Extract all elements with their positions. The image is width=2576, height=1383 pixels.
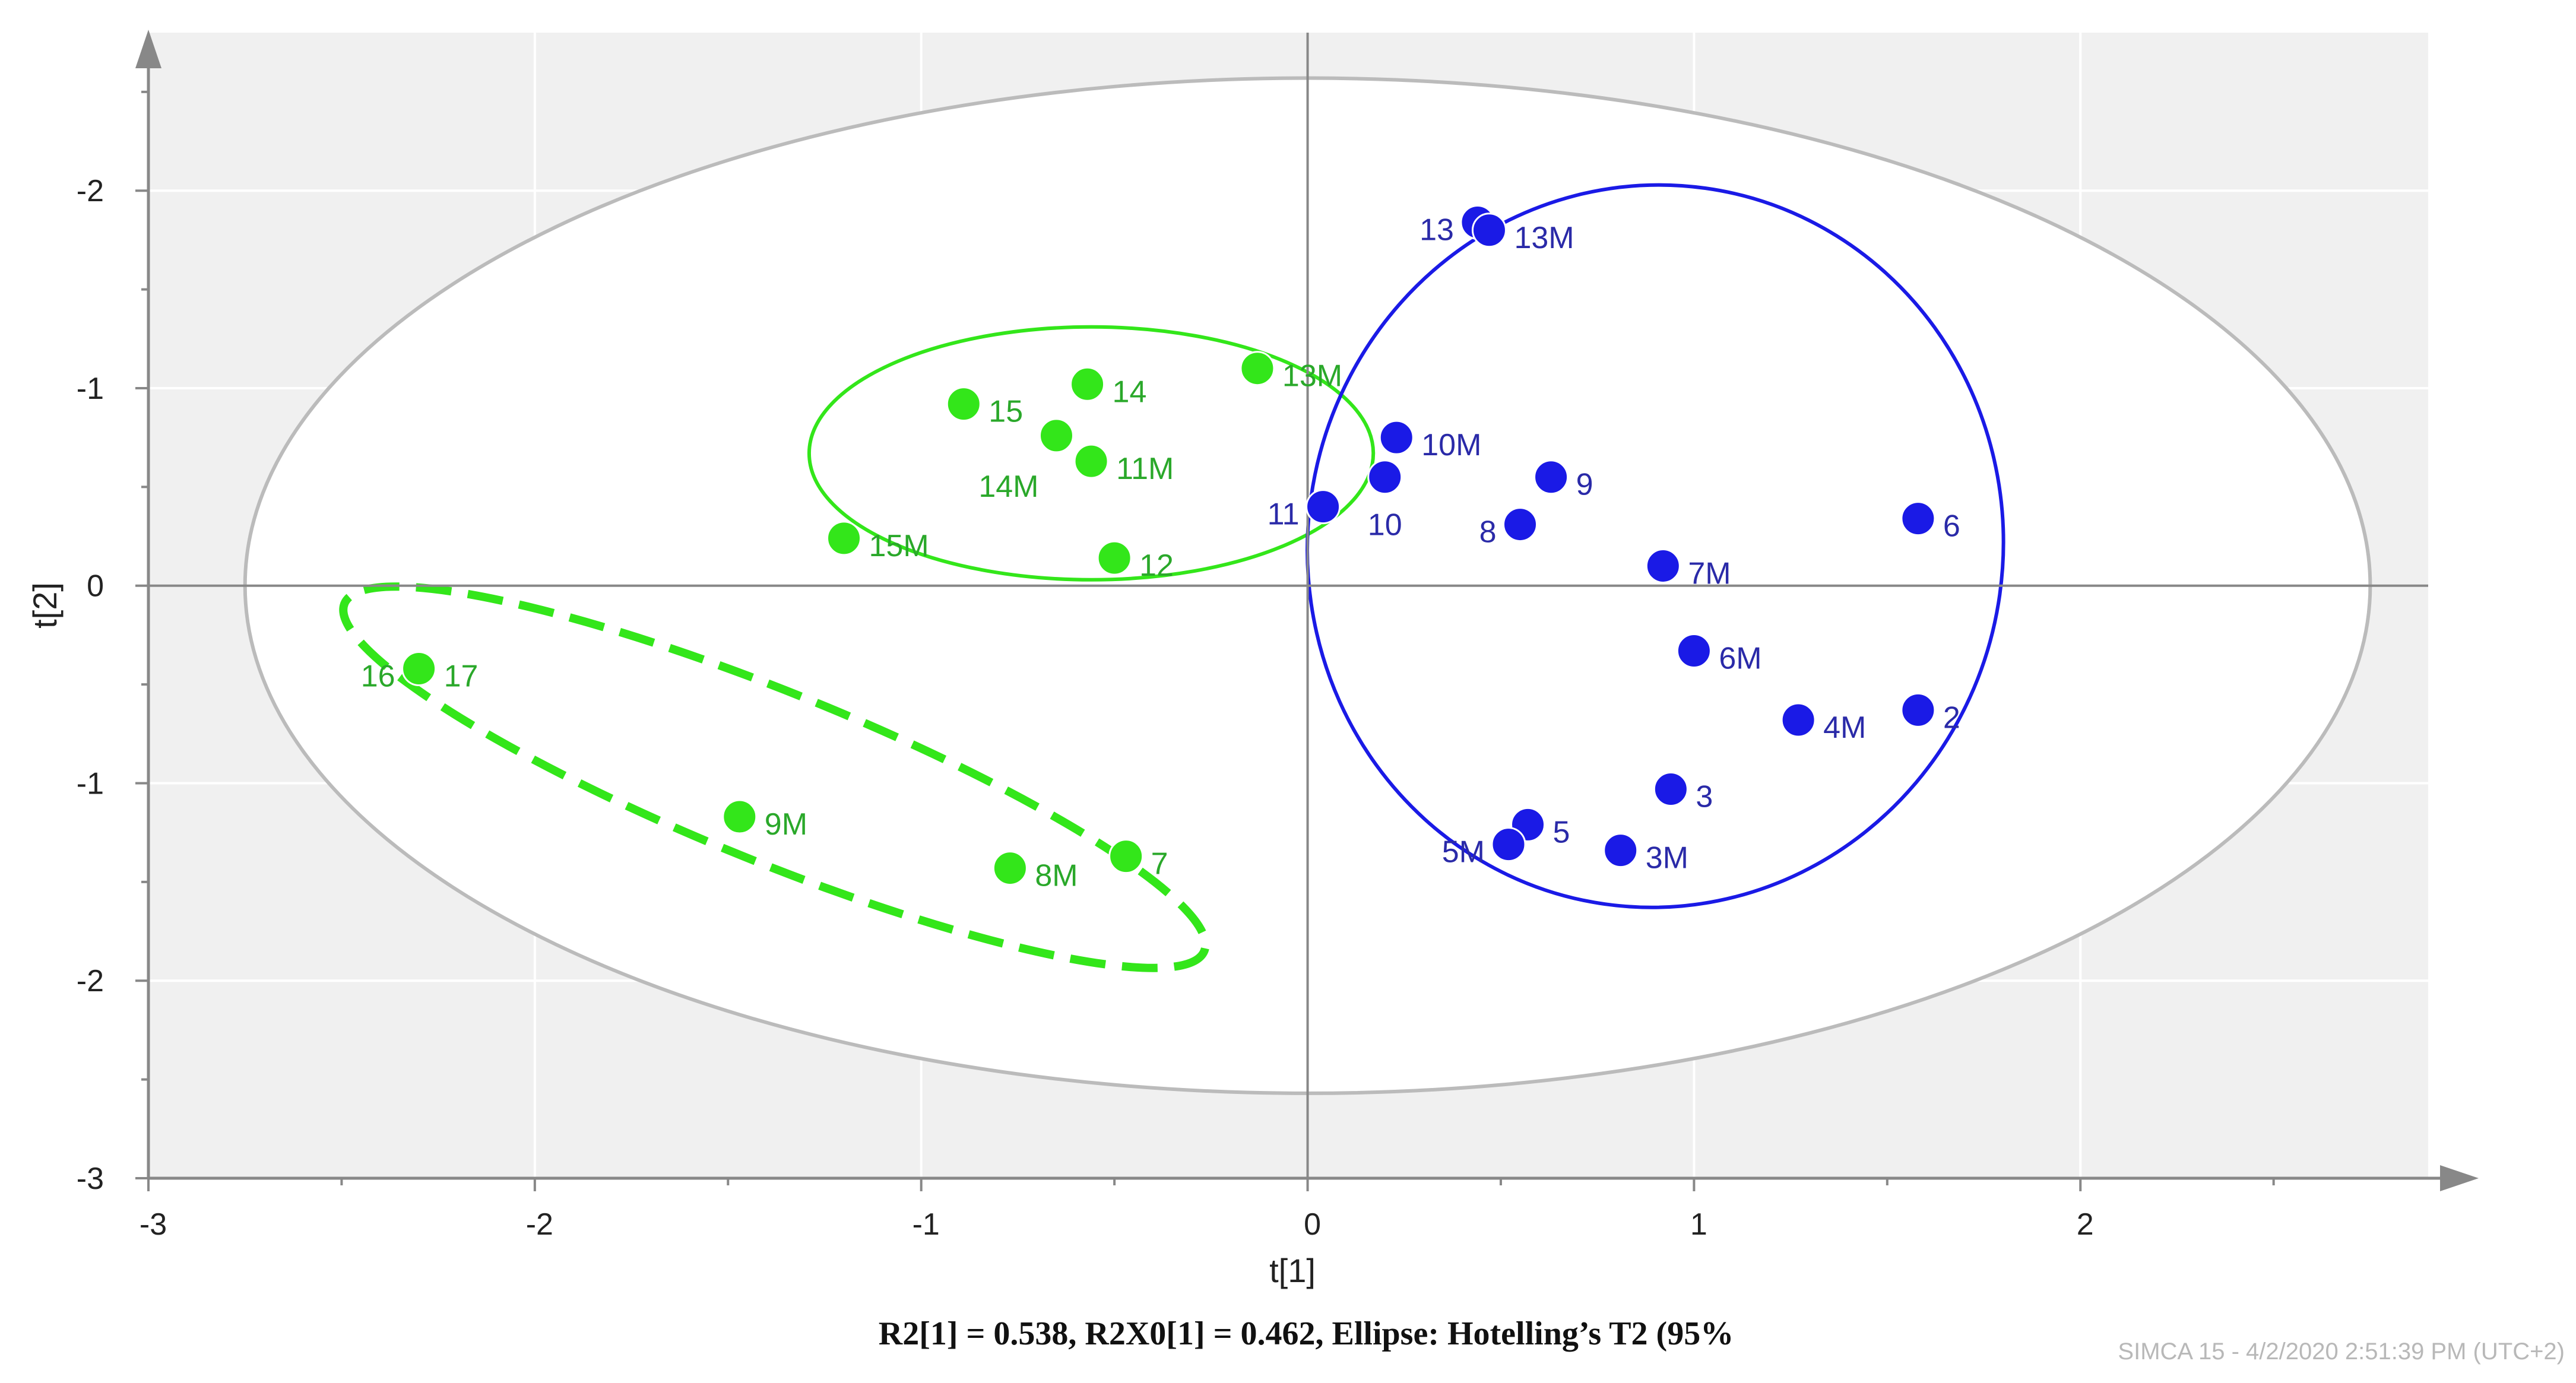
- point-label-blue-3: 3: [1696, 779, 1713, 814]
- point-label-blue-13m: 13M: [1514, 221, 1574, 255]
- point-green-14m: [1038, 418, 1074, 453]
- point-green-8m: [992, 851, 1028, 886]
- x-tick-label: 0: [1304, 1207, 1321, 1242]
- point-label-blue-9: 9: [1576, 468, 1593, 502]
- point-green-11m: [1073, 443, 1109, 479]
- point-label-green-15m: 15M: [869, 529, 929, 563]
- y-tick-label: -2: [77, 964, 104, 998]
- point-blue-3m: [1603, 833, 1639, 868]
- point-label-blue-2: 2: [1943, 700, 1960, 735]
- x-tick-label: -1: [912, 1207, 940, 1242]
- point-label-blue-7m: 7M: [1688, 556, 1731, 591]
- point-blue-3: [1653, 771, 1688, 807]
- point-label-green-12: 12: [1139, 548, 1174, 583]
- watermark: SIMCA 15 - 4/2/2020 2:51:39 PM (UTC+2): [2118, 1338, 2565, 1365]
- point-green-16: [401, 651, 437, 686]
- point-label-green-9m: 9M: [765, 807, 807, 842]
- point-blue-2: [1900, 692, 1936, 728]
- point-blue-10: [1367, 459, 1403, 495]
- point-blue-6: [1900, 501, 1936, 537]
- point-blue-4m: [1780, 702, 1816, 738]
- point-green-7: [1108, 839, 1144, 874]
- y-tick-label: -1: [77, 372, 104, 406]
- ellipse-green-lower: [339, 582, 1210, 972]
- point-label-blue-6m: 6M: [1719, 642, 1761, 676]
- ellipse-green-upper: [807, 325, 1376, 582]
- point-labels: 13M 14 15 14M 11M 15M 12 16 17 9M 8M 7 13 13M 10M 10 9 11…: [361, 212, 1960, 893]
- y-axis-title: t[2]: [26, 582, 64, 629]
- y-tick-label: -2: [77, 174, 104, 208]
- y-axis-arrow: [135, 30, 161, 68]
- point-label-green-15: 15: [988, 395, 1023, 429]
- point-blue-13m: [1471, 212, 1507, 248]
- x-tick-label: -2: [526, 1207, 553, 1242]
- data-points: [401, 204, 1936, 886]
- point-green-9m: [722, 799, 758, 835]
- point-blue-9: [1533, 459, 1569, 495]
- point-green-13m: [1240, 351, 1275, 386]
- point-green-14: [1070, 366, 1105, 402]
- point-blue-10m: [1379, 420, 1414, 455]
- x-tick-label: -3: [140, 1207, 167, 1242]
- point-label-blue-11: 11: [1268, 497, 1300, 532]
- point-label-green-17: 17: [444, 659, 479, 693]
- point-blue-7m: [1645, 548, 1681, 583]
- footer-stats: R2[1] = 0.538, R2X0[1] = 0.462, Ellipse:…: [879, 1315, 1734, 1352]
- axes: [135, 30, 2479, 1191]
- point-blue-6m: [1676, 633, 1712, 669]
- point-label-blue-10: 10: [1368, 508, 1402, 543]
- point-blue-8: [1503, 507, 1538, 543]
- point-label-blue-3m: 3M: [1646, 841, 1688, 876]
- point-label-blue-8: 8: [1479, 515, 1497, 550]
- point-label-green-11m: 11M: [1116, 452, 1174, 486]
- y-tick-label: -3: [77, 1162, 104, 1196]
- point-green-12: [1097, 540, 1132, 576]
- point-label-blue-6: 6: [1943, 509, 1960, 544]
- point-blue-5m: [1491, 827, 1526, 862]
- point-label-blue-5m: 5M: [1442, 835, 1485, 870]
- point-green-15m: [826, 521, 862, 556]
- point-label-green-14: 14: [1113, 375, 1147, 409]
- point-blue-11: [1306, 489, 1341, 525]
- x-axis-arrow: [2440, 1165, 2479, 1191]
- x-axis-title: t[1]: [1269, 1252, 1316, 1289]
- y-tick-label: 0: [87, 569, 104, 604]
- point-label-green-16: 16: [361, 659, 395, 693]
- point-label-green-7: 7: [1151, 847, 1168, 881]
- point-label-blue-13: 13: [1420, 212, 1454, 247]
- point-green-15: [946, 386, 981, 422]
- point-label-blue-10m: 10M: [1421, 428, 1481, 462]
- point-label-blue-4m: 4M: [1823, 710, 1866, 745]
- point-label-green-14m: 14M: [978, 470, 1038, 504]
- point-label-green-13m: 13M: [1282, 359, 1342, 394]
- tick-labels: -3 -2 -1 0 1 2-2-10-1-2-3: [77, 174, 2094, 1242]
- y-tick-label: -1: [77, 766, 104, 801]
- x-tick-label: 2: [2077, 1207, 2094, 1242]
- point-label-green-8m: 8M: [1035, 859, 1078, 893]
- point-label-blue-5: 5: [1553, 815, 1570, 849]
- x-tick-label: 1: [1690, 1207, 1707, 1242]
